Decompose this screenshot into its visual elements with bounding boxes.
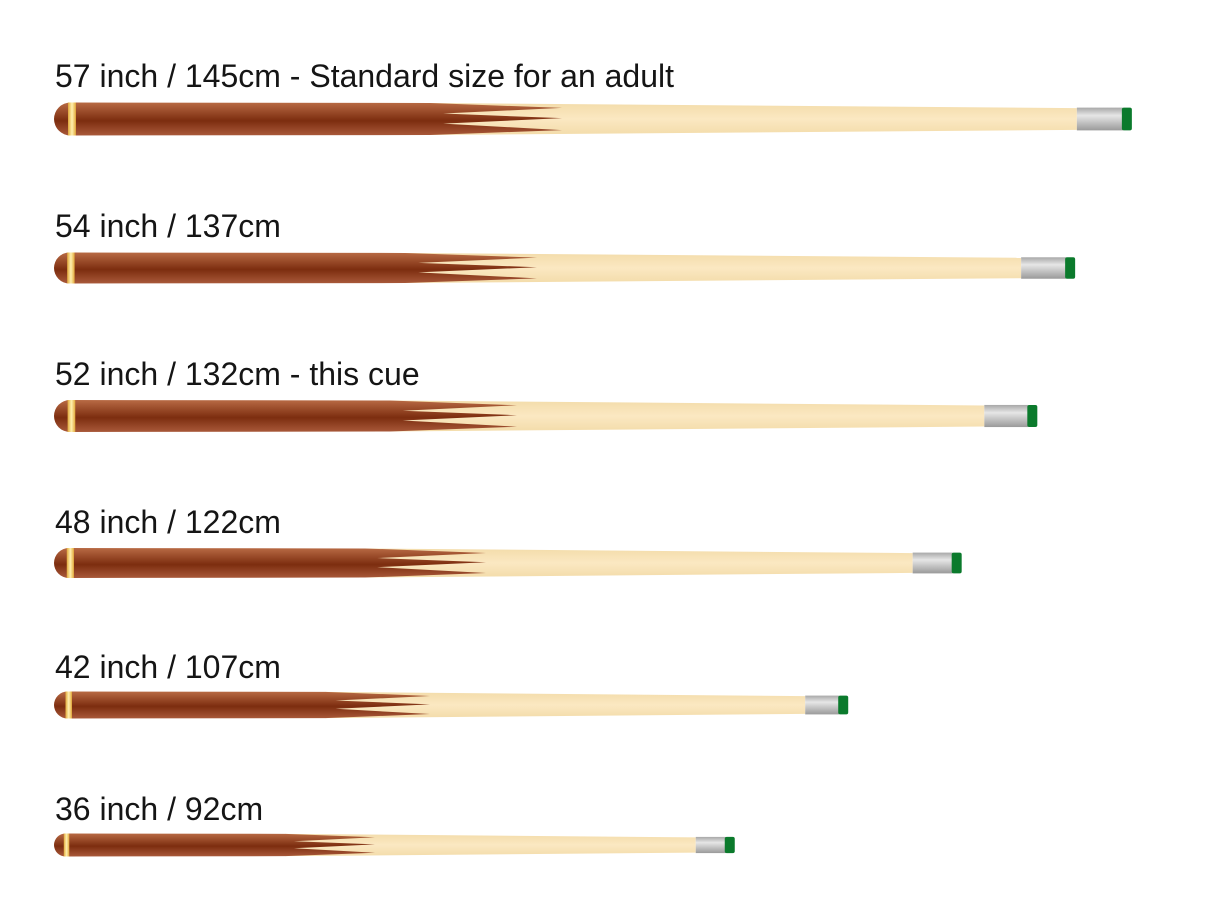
cue-ferrule xyxy=(912,552,953,574)
cue-ferrule xyxy=(1021,257,1067,279)
cue-label-52: 52 inch / 132cm - this cue xyxy=(55,356,420,392)
cue-shaft xyxy=(285,833,696,857)
cue-ring xyxy=(63,833,70,857)
cue-tip xyxy=(1027,404,1038,428)
cue-ferrule xyxy=(1076,107,1123,131)
cue-butt xyxy=(54,833,376,857)
cue-butt xyxy=(54,102,563,136)
cue-butt xyxy=(54,252,537,284)
cue-shaft xyxy=(325,691,806,719)
cue-tip xyxy=(724,836,735,854)
cue-label-48: 48 inch / 122cm xyxy=(55,504,281,540)
cue-butt xyxy=(54,691,430,719)
cue-ring xyxy=(67,252,75,284)
cue-label-42: 42 inch / 107cm xyxy=(55,649,281,685)
cue-ring xyxy=(66,548,74,578)
cue-label-57: 57 inch / 145cm - Standard size for an a… xyxy=(55,58,675,94)
cue-label-54: 54 inch / 137cm xyxy=(55,208,281,244)
cue-tip xyxy=(1121,107,1132,131)
cue-shaft xyxy=(390,400,985,432)
cue-label-36: 36 inch / 92cm xyxy=(55,791,264,827)
cue-ferrule xyxy=(695,836,726,854)
cue-ferrule xyxy=(805,695,840,715)
cue-butt xyxy=(54,400,517,432)
cue-shaft xyxy=(430,102,1077,136)
cue-ring xyxy=(68,102,76,136)
cue-shaft xyxy=(365,548,913,578)
cue-ferrule xyxy=(984,404,1029,428)
cue-tip xyxy=(1065,257,1076,279)
cue-tip xyxy=(838,695,849,715)
cue-tip xyxy=(951,552,962,574)
cue-ring xyxy=(65,691,72,719)
cue-butt xyxy=(54,548,486,578)
cue-ring xyxy=(67,400,76,432)
cue-shaft xyxy=(405,252,1022,284)
